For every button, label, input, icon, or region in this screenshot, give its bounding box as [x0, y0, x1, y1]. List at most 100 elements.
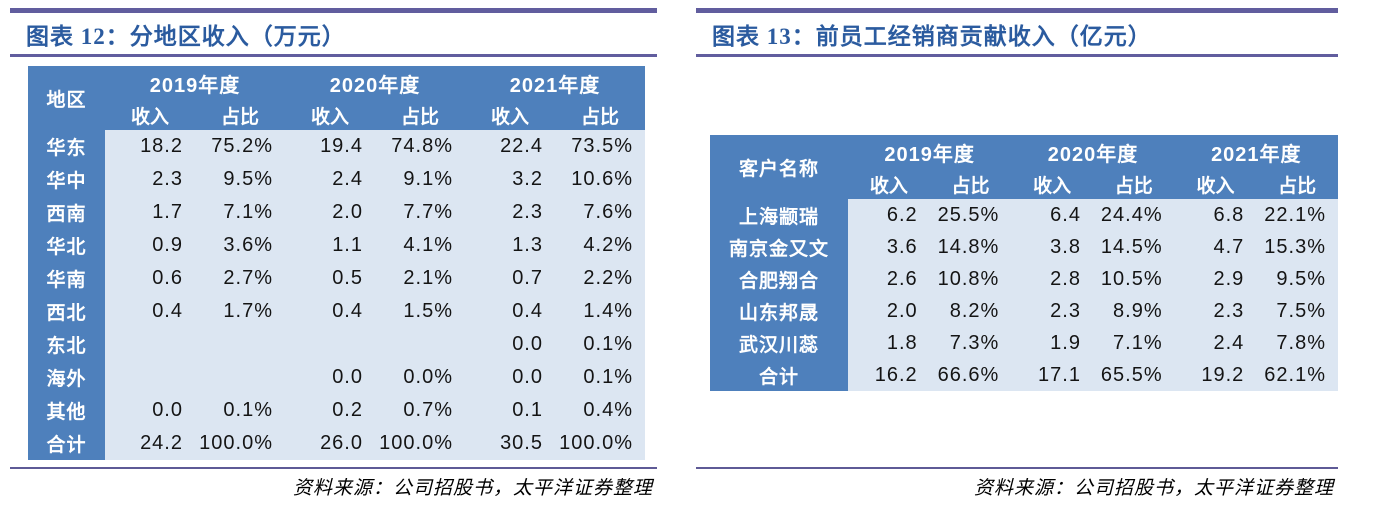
table-row: 华东 18.2 75.2% 19.4 74.8% 22.4 73.5%	[28, 130, 645, 163]
cell-value: 2.4	[285, 163, 375, 196]
cell-value: 25.5%	[929, 199, 1012, 231]
sub-column-header: 收入	[105, 100, 195, 130]
row-label: 东北	[28, 328, 105, 361]
cell-value: 17.1	[1011, 359, 1093, 391]
cell-value: 7.1%	[195, 196, 285, 229]
table-body: 上海颛瑞 6.2 25.5% 6.4 24.4% 6.8 22.1% 南京金又文 3.6 14.8…	[710, 199, 1338, 391]
table-row: 海外 0.0 0.0% 0.0 0.1%	[28, 361, 645, 394]
cell-value: 22.1%	[1256, 199, 1338, 231]
cell-value: 2.3	[1174, 295, 1257, 327]
cell-value: 0.0	[465, 361, 555, 394]
dealer-revenue-table-wrap: 客户名称 2019年度 2020年度 2021年度 收入 占比 收入 占比 收入 占比 上海颛瑞 6…	[710, 135, 1338, 391]
cell-value: 8.2%	[929, 295, 1012, 327]
cell-value	[105, 361, 195, 394]
year-group-header: 2020年度	[285, 66, 465, 100]
cell-value: 0.0	[465, 328, 555, 361]
sub-column-header: 占比	[195, 100, 285, 130]
cell-value: 24.4%	[1092, 199, 1175, 231]
table-row: 合计 16.2 66.6% 17.1 65.5% 19.2 62.1%	[710, 359, 1338, 391]
row-label: 华北	[28, 229, 105, 262]
row-label: 西南	[28, 196, 105, 229]
sub-column-header: 收入	[848, 169, 930, 199]
table-row: 合计 24.2 100.0% 26.0 100.0% 30.5 100.0%	[28, 427, 645, 460]
cell-value: 6.2	[848, 199, 930, 231]
table-row: 西北 0.4 1.7% 0.4 1.5% 0.4 1.4%	[28, 295, 645, 328]
cell-value: 0.6	[105, 262, 195, 295]
cell-value	[375, 328, 465, 361]
cell-value: 100.0%	[375, 427, 465, 460]
table-header: 地区 2019年度 2020年度 2021年度 收入 占比 收入 占比 收入 占比	[28, 66, 645, 130]
cell-value: 2.0	[848, 295, 930, 327]
cell-value	[105, 328, 195, 361]
cell-value: 22.4	[465, 130, 555, 163]
cell-value: 19.2	[1174, 359, 1257, 391]
cell-value: 2.4	[1174, 327, 1257, 359]
cell-value	[195, 361, 285, 394]
cell-value: 9.1%	[375, 163, 465, 196]
sub-column-header: 收入	[1011, 169, 1093, 199]
cell-value: 0.4	[465, 295, 555, 328]
row-label: 南京金又文	[710, 231, 848, 263]
row-label: 合计	[28, 427, 105, 460]
sub-column-header: 占比	[555, 100, 645, 130]
cell-value: 1.9	[1011, 327, 1093, 359]
figure-footer: 资料来源：公司招股书，太平洋证券整理	[696, 467, 1338, 500]
cell-value: 2.9	[1174, 263, 1257, 295]
year-group-header: 2020年度	[1011, 135, 1175, 169]
cell-value: 100.0%	[195, 427, 285, 460]
year-group-header: 2021年度	[1174, 135, 1338, 169]
table-row: 西南 1.7 7.1% 2.0 7.7% 2.3 7.6%	[28, 196, 645, 229]
row-label: 山东邦晟	[710, 295, 848, 327]
cell-value: 7.5%	[1256, 295, 1338, 327]
cell-value: 6.8	[1174, 199, 1257, 231]
cell-value: 16.2	[848, 359, 930, 391]
row-label: 西北	[28, 295, 105, 328]
sub-column-header: 占比	[375, 100, 465, 130]
sub-column-header: 收入	[1174, 169, 1257, 199]
cell-value: 74.8%	[375, 130, 465, 163]
row-label: 合计	[710, 359, 848, 391]
source-note: 资料来源：公司招股书，太平洋证券整理	[973, 478, 1334, 499]
cell-value: 26.0	[285, 427, 375, 460]
cell-value: 4.7	[1174, 231, 1257, 263]
cell-value: 0.4%	[555, 394, 645, 427]
cell-value: 62.1%	[1256, 359, 1338, 391]
cell-value: 3.6%	[195, 229, 285, 262]
sub-column-header: 收入	[465, 100, 555, 130]
table-body: 华东 18.2 75.2% 19.4 74.8% 22.4 73.5% 华中 2.3 9.5% 2.…	[28, 130, 645, 460]
row-label: 海外	[28, 361, 105, 394]
figure-12-region-revenue: 图表 12：分地区收入（万元） 地区 2019年度 2020年度 2021年度 收入 占比…	[10, 0, 657, 516]
cell-value: 100.0%	[555, 427, 645, 460]
cell-value: 2.3	[465, 196, 555, 229]
table-row: 华中 2.3 9.5% 2.4 9.1% 3.2 10.6%	[28, 163, 645, 196]
row-label: 华中	[28, 163, 105, 196]
cell-value: 7.1%	[1092, 327, 1175, 359]
cell-value: 10.6%	[555, 163, 645, 196]
table-row: 华南 0.6 2.7% 0.5 2.1% 0.7 2.2%	[28, 262, 645, 295]
cell-value: 0.9	[105, 229, 195, 262]
cell-value	[285, 328, 375, 361]
cell-value: 75.2%	[195, 130, 285, 163]
cell-value: 2.3	[1011, 295, 1093, 327]
cell-value: 1.3	[465, 229, 555, 262]
row-label: 华南	[28, 262, 105, 295]
top-rule	[696, 8, 1338, 13]
cell-value: 0.1%	[555, 361, 645, 394]
cell-value: 7.6%	[555, 196, 645, 229]
cell-value: 2.3	[105, 163, 195, 196]
cell-value: 4.1%	[375, 229, 465, 262]
table-header: 客户名称 2019年度 2020年度 2021年度 收入 占比 收入 占比 收入 占比	[710, 135, 1338, 199]
cell-value: 8.9%	[1092, 295, 1175, 327]
cell-value: 0.4	[105, 295, 195, 328]
figure-title: 图表 13：前员工经销商贡献收入（亿元）	[712, 23, 1152, 49]
sub-column-header: 收入	[285, 100, 375, 130]
table-row: 其他 0.0 0.1% 0.2 0.7% 0.1 0.4%	[28, 394, 645, 427]
cell-value: 9.5%	[1256, 263, 1338, 295]
table-row: 东北 0.0 0.1%	[28, 328, 645, 361]
cell-value: 2.7%	[195, 262, 285, 295]
table-row: 南京金又文 3.6 14.8% 3.8 14.5% 4.7 15.3%	[710, 231, 1338, 263]
row-label: 其他	[28, 394, 105, 427]
cell-value: 18.2	[105, 130, 195, 163]
cell-value: 0.7%	[375, 394, 465, 427]
table-row: 华北 0.9 3.6% 1.1 4.1% 1.3 4.2%	[28, 229, 645, 262]
